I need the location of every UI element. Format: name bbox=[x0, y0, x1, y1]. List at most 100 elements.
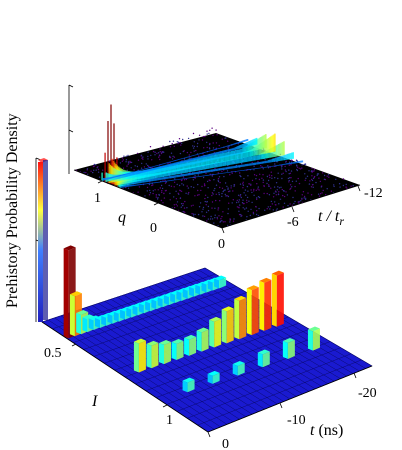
surface-noise bbox=[233, 218, 234, 219]
surface-noise bbox=[281, 178, 282, 179]
surface-noise bbox=[287, 194, 288, 195]
surface-noise bbox=[289, 177, 290, 178]
surface-noise bbox=[271, 175, 272, 176]
surface-noise bbox=[193, 214, 194, 215]
surface-noise bbox=[244, 208, 245, 209]
surface-noise bbox=[223, 191, 224, 192]
surface-noise bbox=[157, 197, 158, 198]
surface-noise bbox=[208, 210, 209, 211]
bar bbox=[234, 296, 246, 339]
surface-noise bbox=[288, 181, 289, 182]
surface-noise bbox=[189, 157, 190, 158]
surface-noise bbox=[245, 189, 246, 190]
surface-noise bbox=[311, 170, 312, 171]
surface-noise bbox=[141, 163, 142, 164]
surface-noise bbox=[178, 142, 179, 143]
surface-noise bbox=[353, 185, 354, 186]
surface-noise bbox=[161, 200, 162, 201]
bar bbox=[283, 338, 295, 359]
surface-noise bbox=[312, 180, 313, 181]
surface-noise bbox=[308, 170, 309, 171]
surface-noise bbox=[274, 177, 275, 178]
surface-noise bbox=[312, 171, 313, 172]
surface-noise bbox=[264, 159, 265, 160]
surface-noise bbox=[169, 141, 170, 142]
surface-noise bbox=[92, 172, 93, 173]
surface-noise bbox=[253, 213, 254, 214]
surface-noise bbox=[311, 194, 312, 195]
surface-noise bbox=[309, 180, 310, 181]
surface-noise bbox=[158, 189, 159, 190]
surface-noise bbox=[278, 191, 279, 192]
surface-noise bbox=[263, 185, 264, 186]
surface-noise bbox=[333, 186, 334, 187]
surface-noise bbox=[275, 191, 276, 192]
surface-noise bbox=[200, 202, 201, 203]
surface-noise bbox=[301, 167, 302, 168]
surface-plot: 1 0 q 0 -6 -12 t / tr bbox=[69, 85, 383, 252]
surface-noise bbox=[318, 194, 319, 195]
surface-noise bbox=[241, 197, 242, 198]
surface-noise bbox=[174, 146, 175, 147]
surface-noise bbox=[350, 186, 351, 187]
surface-noise bbox=[335, 179, 336, 180]
surface-noise bbox=[85, 172, 86, 173]
surface-noise bbox=[227, 141, 228, 142]
surface-noise bbox=[257, 161, 258, 162]
surface-noise bbox=[238, 195, 239, 196]
surface-noise bbox=[264, 210, 265, 211]
surface-noise bbox=[198, 174, 199, 175]
surface-noise bbox=[267, 165, 268, 166]
surface-noise bbox=[294, 201, 295, 202]
surface-noise bbox=[169, 185, 170, 186]
surface-t-tick-0: 0 bbox=[218, 237, 225, 252]
surface-noise bbox=[232, 190, 233, 191]
surface-noise bbox=[242, 200, 243, 201]
surface-noise bbox=[221, 220, 222, 221]
surface-noise bbox=[203, 147, 204, 148]
surface-noise bbox=[247, 186, 248, 187]
surface-noise bbox=[315, 182, 316, 183]
surface-noise bbox=[180, 144, 181, 145]
surface-noise bbox=[279, 187, 280, 188]
bar-t-tick-10: -10 bbox=[287, 413, 306, 428]
surface-noise bbox=[331, 191, 332, 192]
surface-noise bbox=[198, 139, 199, 140]
surface-noise bbox=[301, 164, 302, 165]
surface-noise bbox=[142, 159, 143, 160]
surface-noise bbox=[243, 182, 244, 183]
surface-noise bbox=[321, 192, 322, 193]
surface-noise bbox=[207, 187, 208, 188]
surface-noise bbox=[94, 166, 95, 167]
surface-noise bbox=[207, 147, 208, 148]
surface-noise bbox=[293, 203, 294, 204]
surface-noise bbox=[206, 212, 207, 213]
surface-noise bbox=[205, 201, 206, 202]
surface-noise bbox=[258, 208, 259, 209]
surface-noise bbox=[269, 175, 270, 176]
surface-noise bbox=[203, 207, 204, 208]
surface-noise bbox=[323, 190, 324, 191]
surface-noise bbox=[127, 155, 128, 156]
surface-noise bbox=[219, 176, 220, 177]
surface-noise bbox=[246, 202, 247, 203]
surface-t-tick-12: -12 bbox=[364, 186, 383, 201]
surface-noise bbox=[237, 200, 238, 201]
surface-noise bbox=[172, 156, 173, 157]
surface-noise bbox=[296, 160, 297, 161]
surface-noise bbox=[125, 161, 126, 162]
surface-noise bbox=[223, 176, 224, 177]
surface-noise bbox=[181, 207, 182, 208]
surface-noise bbox=[222, 139, 223, 140]
surface-noise bbox=[147, 190, 148, 191]
surface-noise bbox=[242, 202, 243, 203]
surface-noise bbox=[96, 169, 97, 170]
surface-noise bbox=[311, 168, 312, 169]
surface-noise bbox=[258, 186, 259, 187]
surface-noise bbox=[260, 165, 261, 166]
surface-noise bbox=[122, 161, 123, 162]
surface-noise bbox=[290, 173, 291, 174]
bar bbox=[247, 285, 259, 335]
surface-noise bbox=[174, 207, 175, 208]
